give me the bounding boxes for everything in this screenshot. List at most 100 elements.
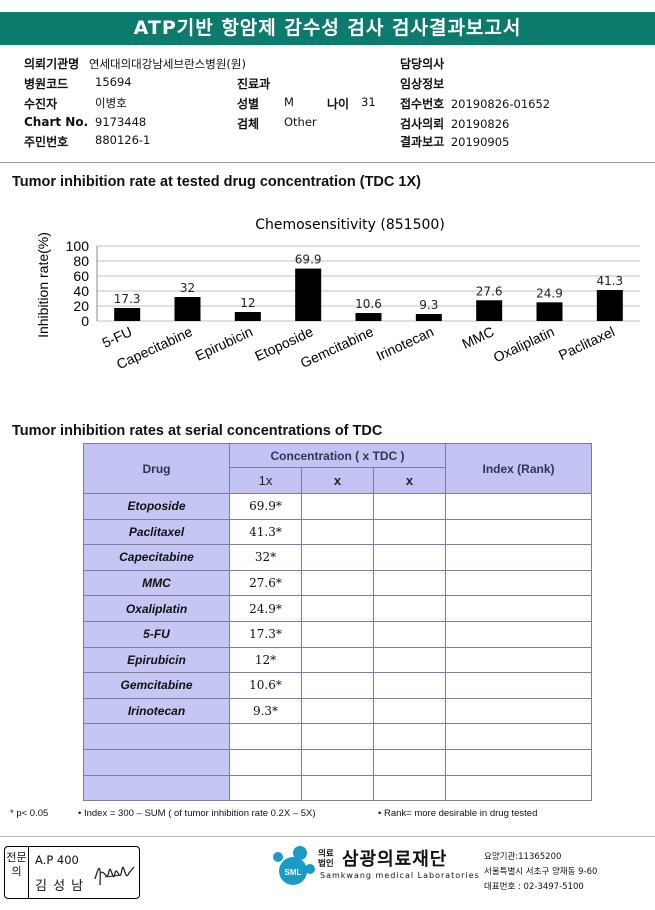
x-tick-label: MMC bbox=[459, 323, 496, 352]
value-x3-cell bbox=[373, 697, 446, 725]
bar-oxaliplatin bbox=[536, 302, 563, 321]
patient-value: 이병호 bbox=[95, 96, 127, 110]
sub-1x-header: 1x bbox=[229, 467, 302, 494]
request-date-value: 20190826 bbox=[450, 117, 510, 131]
value-x2-cell bbox=[301, 595, 374, 622]
drug-name-cell: 5-FU bbox=[83, 620, 230, 648]
x-tick-label: Irinotecan bbox=[374, 323, 436, 363]
value-x2-cell bbox=[301, 774, 374, 802]
id-no-label: 주민번호 bbox=[24, 135, 69, 149]
drug-name-cell: Paclitaxel bbox=[83, 518, 230, 546]
y-tick-label: 60 bbox=[73, 268, 89, 284]
index-rank-cell bbox=[445, 544, 592, 571]
value-1x-cell: 12* bbox=[229, 646, 302, 674]
clinical-info-label: 임상정보 bbox=[400, 77, 445, 91]
y-tick-label: 0 bbox=[81, 313, 89, 329]
bar-5-fu bbox=[114, 308, 141, 321]
drug-name-cell: Epirubicin bbox=[83, 646, 230, 674]
reception-no-value: 20190826-01652 bbox=[450, 97, 551, 111]
data-label: 41.3 bbox=[596, 274, 623, 288]
value-x2-cell bbox=[301, 544, 374, 571]
section2-title: Tumor inhibition rates at serial concent… bbox=[12, 423, 383, 439]
value-x2-cell bbox=[301, 518, 374, 546]
index-rank-cell bbox=[445, 620, 592, 648]
col-drug-header: Drug bbox=[83, 443, 230, 494]
value-x2-cell bbox=[301, 748, 374, 776]
chart-no-label: Chart No. bbox=[24, 115, 89, 129]
drug-name-cell: MMC bbox=[83, 569, 230, 597]
logo-text: SML bbox=[285, 868, 302, 877]
table-row: Capecitabine 32* bbox=[83, 544, 592, 571]
col-index-header: Index (Rank) bbox=[445, 443, 592, 494]
drug-name-cell bbox=[83, 748, 230, 776]
table-row bbox=[83, 748, 592, 776]
org-address: 서울특별시 서초구 양재동 9-60 bbox=[484, 867, 598, 877]
bar-etoposide bbox=[295, 268, 322, 321]
y-tick-label: 80 bbox=[73, 253, 89, 269]
sub-x2-header: x bbox=[301, 467, 374, 494]
y-axis-label: Inhibition rate(%) bbox=[35, 232, 51, 338]
footnote-rank: • Rank= more desirable in drug tested bbox=[378, 808, 538, 819]
y-tick-label: 100 bbox=[66, 238, 90, 254]
footnote-index: • Index = 300 – SUM ( of tumor inhibitio… bbox=[78, 808, 316, 819]
sub-x3-header: x bbox=[373, 467, 446, 494]
signature-tag: 전문의 bbox=[5, 847, 29, 898]
table-row bbox=[83, 774, 592, 802]
bar-irinotecan bbox=[415, 314, 442, 321]
section1-title: Tumor inhibition rate at tested drug con… bbox=[12, 174, 421, 190]
serial-concentration-table: Drug Concentration ( x TDC ) Index (Rank… bbox=[83, 443, 592, 802]
hospital-code-value: 15694 bbox=[95, 75, 132, 89]
value-x3-cell bbox=[373, 774, 446, 802]
value-x3-cell bbox=[373, 493, 446, 520]
index-rank-cell bbox=[445, 493, 592, 520]
bar-mmc bbox=[476, 300, 503, 321]
x-tick-label: Epirubicin bbox=[193, 323, 255, 363]
value-1x-cell: 9.3* bbox=[229, 697, 302, 725]
department-label: 진료과 bbox=[237, 77, 271, 91]
y-tick-label: 40 bbox=[73, 283, 89, 299]
institution-row: 의뢰기관명 연세대의대강남세브란스병원(원) bbox=[24, 55, 246, 72]
institution-value: 연세대의대강남세브란스병원(원) bbox=[88, 57, 246, 71]
bar-gemcitabine bbox=[355, 313, 382, 321]
value-x3-cell bbox=[373, 595, 446, 622]
signature-box: 전문의 A.P 400 김 성 남 bbox=[4, 846, 140, 899]
data-label: 17.3 bbox=[114, 292, 141, 306]
index-rank-cell bbox=[445, 723, 592, 750]
chart-title: Chemosensitivity (851500) bbox=[255, 217, 445, 233]
value-1x-cell: 10.6* bbox=[229, 672, 302, 699]
sml-logo-icon: SML bbox=[273, 846, 315, 885]
id-no-value: 880126-1 bbox=[95, 133, 151, 147]
index-rank-cell bbox=[445, 646, 592, 674]
value-x3-cell bbox=[373, 518, 446, 546]
data-label: 27.6 bbox=[476, 284, 503, 298]
x-tick-label: Paclitaxel bbox=[556, 323, 617, 363]
value-1x-cell: 24.9* bbox=[229, 595, 302, 622]
value-x3-cell bbox=[373, 544, 446, 571]
handwritten-signature bbox=[94, 866, 135, 886]
bar-epirubicin bbox=[234, 312, 261, 321]
reception-no-label: 접수번호 bbox=[400, 97, 445, 111]
signature-name: 김 성 남 bbox=[35, 879, 85, 894]
drug-name-cell: Irinotecan bbox=[83, 697, 230, 725]
report-date-label: 결과보고 bbox=[400, 135, 445, 149]
institution-label: 의뢰기관명 bbox=[24, 57, 80, 71]
chart-no-value: 9173448 bbox=[95, 115, 147, 129]
table-row: Paclitaxel 41.3* bbox=[83, 518, 592, 546]
index-rank-cell bbox=[445, 595, 592, 622]
org-legal-small: 의료 법인 bbox=[318, 849, 334, 869]
signature-code: A.P 400 bbox=[35, 853, 79, 867]
index-rank-cell bbox=[445, 569, 592, 597]
data-label: 10.6 bbox=[355, 297, 382, 311]
table-row: Irinotecan 9.3* bbox=[83, 697, 592, 725]
value-1x-cell bbox=[229, 748, 302, 776]
value-x2-cell bbox=[301, 672, 374, 699]
index-rank-cell bbox=[445, 748, 592, 776]
table-row: MMC 27.6* bbox=[83, 569, 592, 597]
table-row bbox=[83, 723, 592, 750]
value-1x-cell: 32* bbox=[229, 544, 302, 571]
header-divider bbox=[0, 162, 655, 163]
drug-name-cell: Etoposide bbox=[83, 493, 230, 520]
org-name-en: Samkwang medical Laboratories bbox=[320, 871, 480, 880]
value-1x-cell: 17.3* bbox=[229, 620, 302, 648]
age-value: 31 bbox=[361, 95, 376, 109]
